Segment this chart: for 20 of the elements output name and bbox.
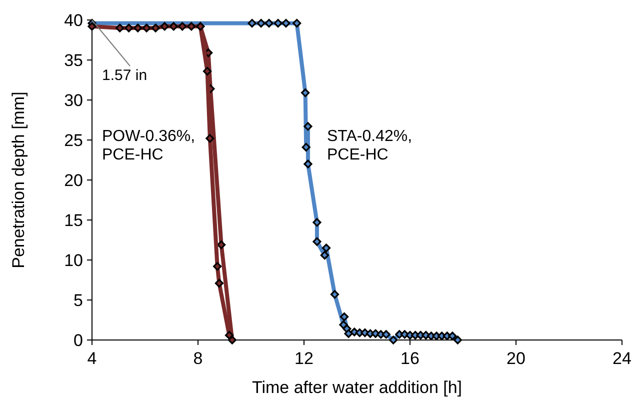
annotation: 1.57 in [102, 67, 148, 84]
y-tick-label: 20 [64, 170, 83, 190]
y-tick-label: 0 [74, 330, 83, 350]
x-axis-title: Time after water addition [h] [252, 378, 462, 397]
y-tick-label: 25 [64, 130, 83, 150]
y-tick-label: 40 [64, 10, 83, 30]
y-tick-label: 15 [64, 210, 83, 230]
x-tick-label: 12 [294, 349, 314, 368]
y-tick-label: 35 [64, 50, 83, 70]
x-tick-label: 20 [506, 349, 526, 368]
annotation: POW-0.36%, PCE-HC [102, 128, 196, 164]
y-tick-label: 10 [64, 250, 83, 270]
x-tick-label: 24 [612, 349, 632, 368]
annotation: STA-0.42%, PCE-HC [327, 128, 412, 164]
x-tick-label: 8 [193, 349, 203, 368]
y-tick-label: 30 [64, 90, 83, 110]
y-tick-label: 5 [74, 290, 83, 310]
x-tick-label: 16 [400, 349, 420, 368]
x-tick-label: 4 [87, 349, 97, 368]
y-axis-title: Penetration depth [mm] [9, 92, 28, 268]
